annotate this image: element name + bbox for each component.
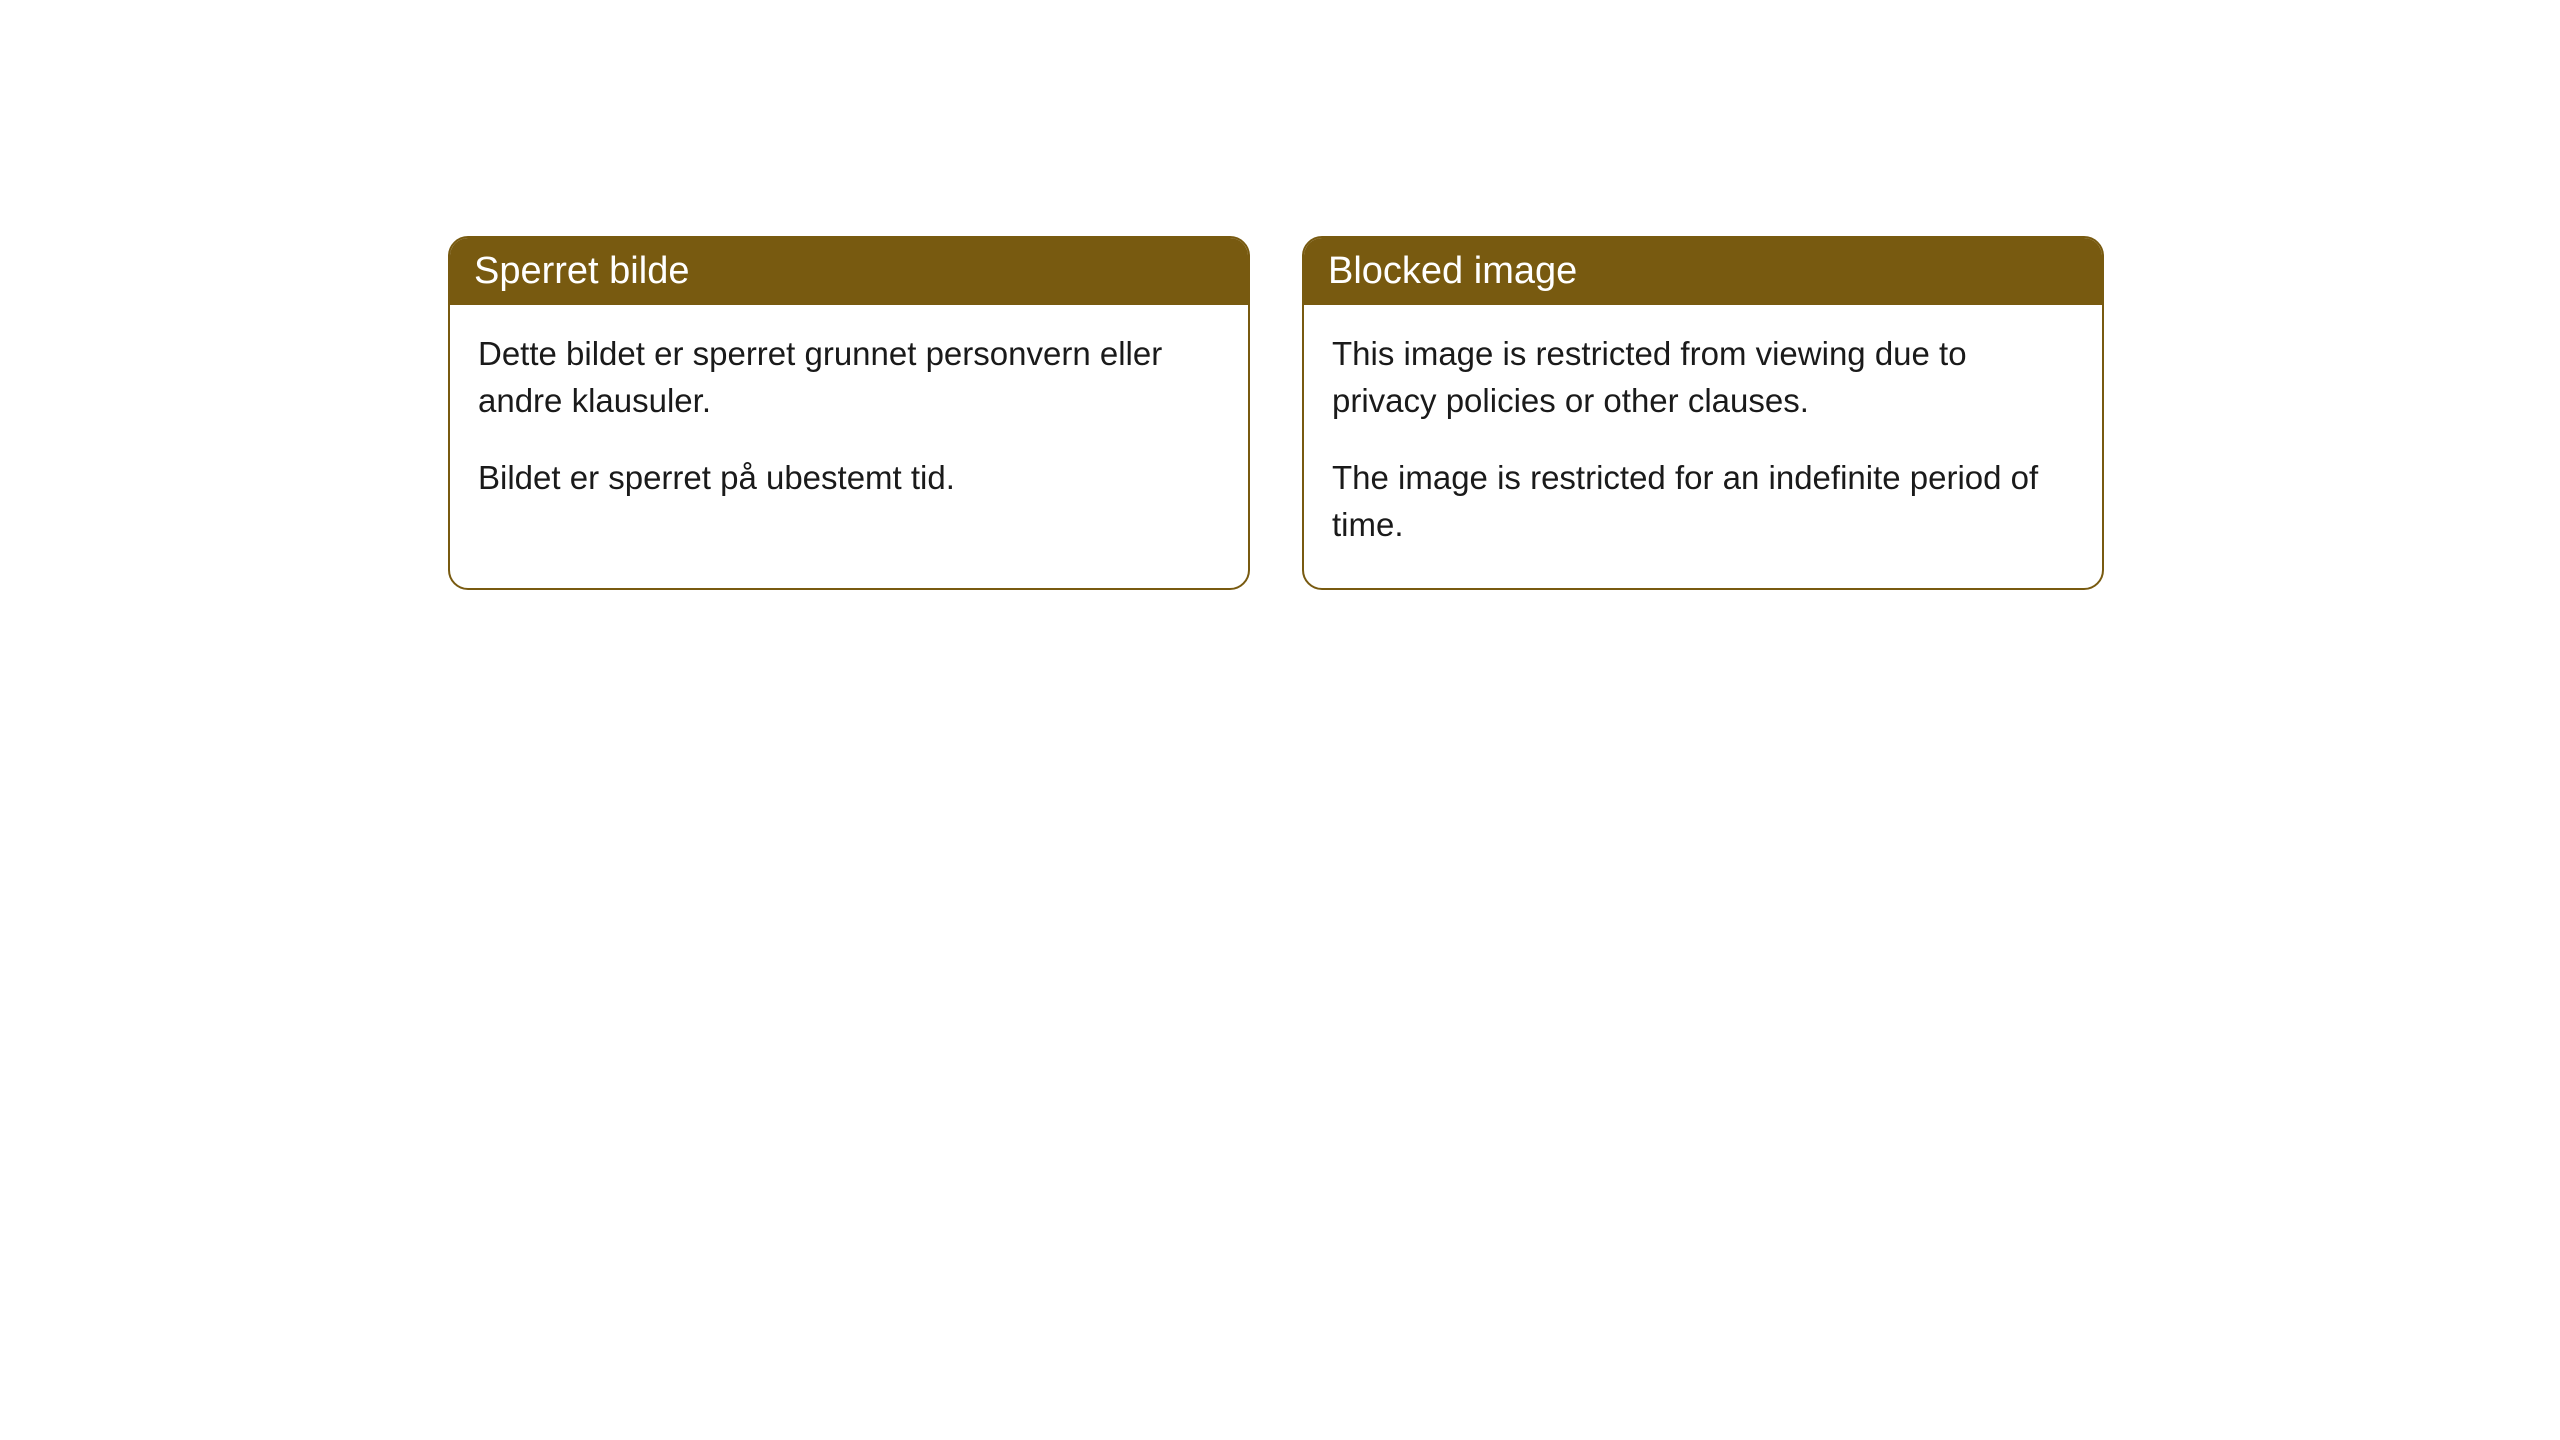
card-body: This image is restricted from viewing du…	[1304, 305, 2102, 588]
card-paragraph: Bildet er sperret på ubestemt tid.	[478, 455, 1220, 502]
card-header: Blocked image	[1304, 238, 2102, 305]
notice-cards-container: Sperret bilde Dette bildet er sperret gr…	[0, 0, 2560, 590]
card-paragraph: This image is restricted from viewing du…	[1332, 331, 2074, 425]
card-title: Blocked image	[1328, 250, 1577, 292]
card-paragraph: Dette bildet er sperret grunnet personve…	[478, 331, 1220, 425]
blocked-image-card-norwegian: Sperret bilde Dette bildet er sperret gr…	[448, 236, 1250, 590]
blocked-image-card-english: Blocked image This image is restricted f…	[1302, 236, 2104, 590]
card-paragraph: The image is restricted for an indefinit…	[1332, 455, 2074, 549]
card-title: Sperret bilde	[474, 250, 689, 292]
card-body: Dette bildet er sperret grunnet personve…	[450, 305, 1248, 542]
card-header: Sperret bilde	[450, 238, 1248, 305]
